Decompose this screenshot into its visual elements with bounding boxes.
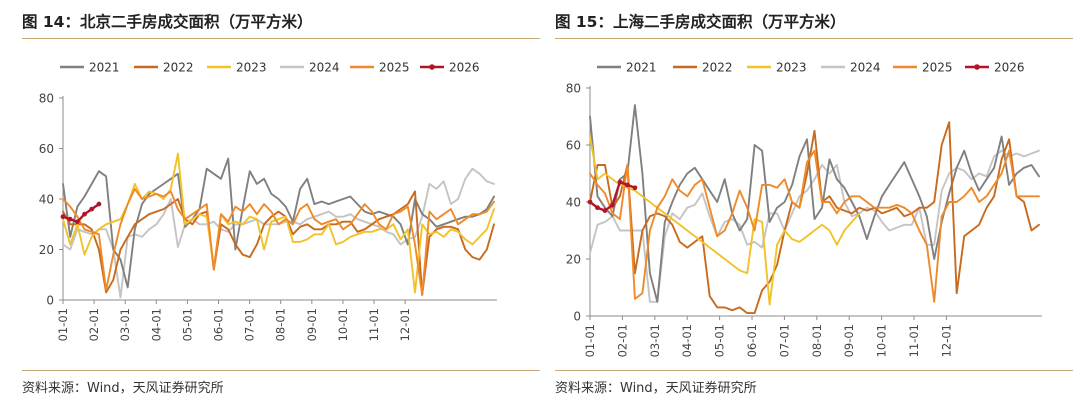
data-point-2026 [74,219,80,225]
data-point-2026 [587,199,593,205]
y-tick-label: 40 [566,196,581,210]
source-note: 资料来源：Wind，天风证券研究所 [22,381,224,396]
y-tick-label: 20 [566,253,581,267]
x-tick-label: 10-01 [875,324,889,357]
source-divider [22,370,540,371]
series-line-2023 [589,135,861,306]
x-tick-label: 01-01 [56,308,70,341]
chart-panel-beijing: 图 14：北京二手房成交面积（万平方米） 2021 2022 2023 2024 202… [22,0,540,406]
series-line-2025 [62,187,495,296]
x-tick-label: 11-01 [907,324,921,357]
series-line-2025 [589,149,1040,303]
x-tick-label: 01-01 [583,324,597,357]
data-point-2026 [625,182,630,188]
title-divider [555,38,1073,39]
data-point-2026 [595,205,600,211]
data-point-2026 [60,214,66,220]
legend-label-2023: 2023 [236,61,267,75]
title-divider [22,38,540,39]
y-tick-label: 0 [46,294,54,308]
y-tick-label: 60 [39,142,54,156]
x-tick-label: 04-01 [680,324,694,357]
x-tick-label: 09-01 [842,324,856,357]
data-point-2026 [67,216,73,222]
x-tick-label: 05-01 [713,324,727,357]
chart-title: 图 14：北京二手房成交面积（万平方米） [22,13,313,31]
legend-label-2025: 2025 [922,61,953,75]
legend-label-2024: 2024 [309,61,340,75]
x-tick-label: 02-01 [87,308,101,341]
chart-panel-shanghai: 图 15：上海二手房成交面积（万平方米） 2021 2022 2023 2024 202… [555,0,1073,406]
source-divider [555,370,1073,371]
x-tick-label: 06-01 [212,308,226,341]
legend-marker-2026 [429,64,435,70]
chart-title: 图 15：上海二手房成交面积（万平方米） [555,13,846,31]
legend-label-2021: 2021 [89,61,120,75]
y-tick-label: 60 [566,139,581,153]
x-tick-label: 04-01 [149,308,163,341]
x-tick-label: 11-01 [367,308,381,341]
x-tick-label: 09-01 [305,308,319,341]
x-tick-label: 12-01 [398,308,412,341]
data-point-2026 [82,211,87,217]
series-line-2021 [62,157,495,289]
series-line-2024 [589,149,1040,303]
y-tick-label: 80 [566,82,581,96]
shanghai-line-chart: 2021 2022 2023 2024 2025 2026 0 20 40 60 80 01-01 02… [566,61,1042,357]
x-tick-label: 03-01 [648,324,662,357]
y-tick-label: 0 [573,310,581,324]
source-note: 资料来源：Wind，天风证券研究所 [555,381,757,396]
beijing-line-chart: 2021 2022 2023 2024 2025 2026 0 20 40 60 80 01-01 02… [39,61,497,341]
x-tick-label: 02-01 [615,324,629,357]
data-point-2026 [632,185,638,191]
series-line-2023 [62,152,495,294]
series-line-2021 [589,104,1040,303]
legend-label-2026: 2026 [449,61,480,75]
data-point-2026 [96,201,102,207]
legend-label-2021: 2021 [626,61,657,75]
x-tick-label: 07-01 [777,324,791,357]
legend-label-2023: 2023 [776,61,807,75]
legend-label-2024: 2024 [850,61,881,75]
x-tick-label: 05-01 [180,308,194,341]
x-tick-label: 03-01 [118,308,132,341]
x-tick-label: 10-01 [336,308,350,341]
x-tick-label: 12-01 [939,324,953,357]
legend-label-2022: 2022 [702,61,733,75]
legend-marker-2026 [974,64,980,70]
x-tick-label: 08-01 [810,324,824,357]
y-tick-label: 20 [39,243,54,257]
series-line-2022 [589,121,1040,315]
data-point-2026 [610,202,615,208]
x-tick-label: 07-01 [243,308,257,341]
legend-label-2025: 2025 [379,61,410,75]
y-tick-label: 40 [39,193,54,207]
x-tick-label: 06-01 [745,324,759,357]
data-point-2026 [602,208,608,213]
data-point-2026 [617,179,623,185]
data-point-2026 [89,206,95,212]
legend-label-2022: 2022 [163,61,194,75]
x-tick-label: 08-01 [274,308,288,341]
y-tick-label: 80 [39,92,54,106]
legend-label-2026: 2026 [994,61,1025,75]
